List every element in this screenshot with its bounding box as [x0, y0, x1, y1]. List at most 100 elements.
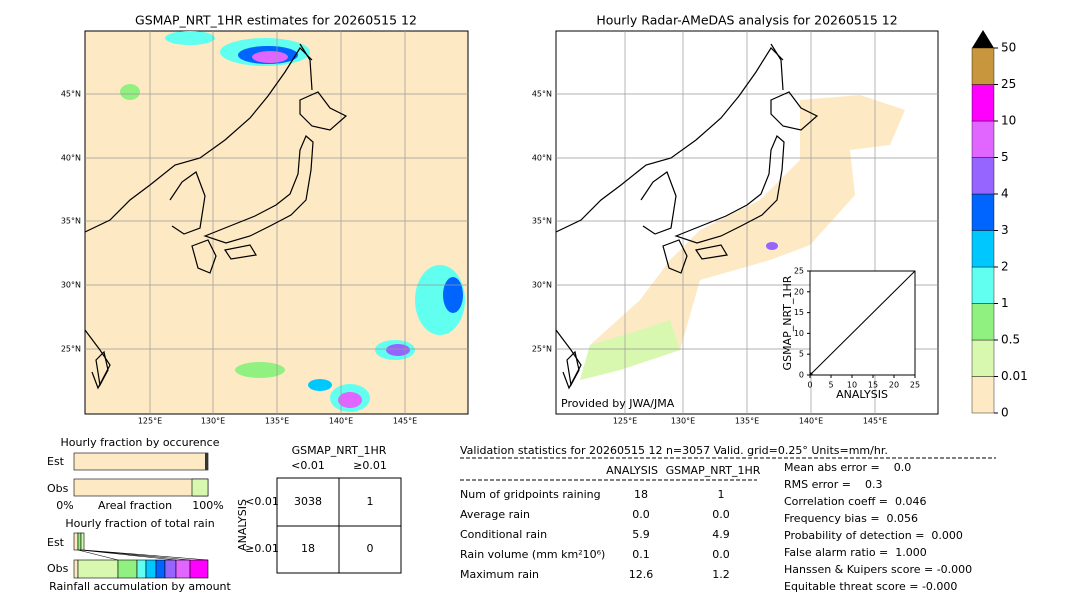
y-tick-label: 10: [794, 329, 804, 338]
ct-title: GSMAP_NRT_1HR: [292, 444, 387, 457]
colorbar-label: 25: [1001, 77, 1016, 91]
radar-rain: [580, 320, 680, 380]
occ-bar: [73, 478, 209, 497]
x-tick-label: 15: [868, 381, 878, 390]
lat-label: 35°N: [61, 217, 81, 226]
lat-label: 40°N: [532, 154, 552, 163]
colorbar-segment: [971, 193, 995, 231]
y-tick-label: 25: [794, 267, 804, 276]
val-value: 18: [634, 488, 648, 501]
colorbar-label: 2: [1001, 260, 1009, 274]
val-value: 0.0: [632, 508, 650, 521]
colorbar-label: 3: [1001, 223, 1009, 237]
lon-label: 130°E: [201, 417, 225, 426]
lon-label: 140°E: [799, 417, 823, 426]
lon-label: 140°E: [329, 417, 353, 426]
ct-row: ≥0.01: [245, 542, 279, 555]
lat-label: 30°N: [532, 281, 552, 290]
credit: Provided by JWA/JMA: [561, 397, 675, 410]
tot-row: Obs: [47, 562, 69, 575]
colorbar-segment: [971, 84, 995, 122]
score: Correlation coeff = 0.046: [784, 495, 926, 508]
left-map-title: GSMAP_NRT_1HR estimates for 20260515 12: [135, 13, 417, 28]
x-tick-label: 25: [910, 381, 920, 390]
y-tick-label: 20: [794, 287, 804, 296]
colorbar-label: 0: [1001, 406, 1009, 420]
x-tick-label: 20: [889, 381, 899, 390]
tot-title: Hourly fraction of total rain: [65, 517, 214, 530]
right-map-title: Hourly Radar-AMeDAS analysis for 2026051…: [596, 13, 897, 28]
occ-title: Hourly fraction by occurence: [61, 436, 220, 449]
val-label: Average rain: [460, 508, 530, 521]
val-value: 5.9: [632, 528, 650, 541]
colorbar-segment: [971, 376, 995, 414]
val-col: GSMAP_NRT_1HR: [666, 464, 761, 477]
x-tick-label: 0: [807, 381, 812, 390]
occ-xleft: 0%: [56, 499, 73, 512]
occ-xlabel: Areal fraction: [98, 499, 172, 512]
score: RMS error = 0.3: [784, 478, 882, 491]
y-tick-label: 0: [799, 371, 804, 380]
occ-bar: [191, 478, 209, 497]
val-value: 0.0: [712, 548, 730, 561]
inset: 0 5 10 15 20 25 0 5 10 15 20 25: [794, 267, 920, 390]
colorbar-segment: [971, 339, 995, 377]
x-tick-label: 10: [847, 381, 857, 390]
colorbar: 0 0.01 0.5 1 2 3 4 5 10 25 50: [971, 30, 1028, 420]
lat-label: 35°N: [532, 217, 552, 226]
lat-label: 30°N: [61, 281, 81, 290]
val-label: Maximum rain: [460, 568, 539, 581]
val-label: Rain volume (mm km²10⁶): [460, 548, 605, 561]
score: False alarm ratio = 1.000: [784, 546, 927, 559]
colorbar-label: 1: [1001, 296, 1009, 310]
score: Probability of detection = 0.000: [784, 529, 963, 542]
score: Frequency bias = 0.056: [784, 512, 918, 525]
lat-label: 45°N: [532, 90, 552, 99]
tot-xlabel: Rainfall accumulation by amount: [49, 580, 231, 593]
val-value: 0.1: [632, 548, 650, 561]
val-table: Num of gridpoints raining 18 1 Average rain…: [460, 461, 972, 593]
colorbar-segment: [971, 157, 995, 195]
lon-label: 135°E: [265, 417, 289, 426]
ct-col: <0.01: [291, 459, 325, 472]
val-value: 1.2: [712, 568, 730, 581]
colorbar-label: 0.5: [1001, 333, 1020, 347]
lon-label: 145°E: [393, 417, 417, 426]
val-value: 1: [718, 488, 725, 501]
lat-label: 25°N: [532, 345, 552, 354]
inset-xlabel: ANALYSIS: [836, 388, 888, 401]
colorbar-segment: [971, 230, 995, 268]
lon-label: 125°E: [613, 417, 637, 426]
ct-row-axis: ANALYSIS: [236, 499, 249, 551]
lat-label: 25°N: [61, 345, 81, 354]
occ-row: Est: [47, 455, 65, 468]
occ-row: Obs: [47, 482, 69, 495]
lat-label: 40°N: [61, 154, 81, 163]
colorbar-segment: [971, 47, 995, 85]
y-tick-label: 15: [794, 308, 804, 317]
colorbar-segment: [971, 303, 995, 341]
colorbar-label: 10: [1001, 114, 1016, 128]
val-value: 0.0: [712, 508, 730, 521]
ct-cell: 3038: [294, 495, 322, 508]
colorbar-label: 0.01: [1001, 369, 1028, 383]
ct-col: ≥0.01: [353, 459, 387, 472]
colorbar-label: 4: [1001, 187, 1009, 201]
y-tick-label: 5: [799, 350, 804, 359]
radar-rain: [766, 242, 778, 250]
diagonal: [809, 270, 916, 376]
occ-bar: [73, 452, 209, 471]
lon-label: 125°E: [138, 417, 162, 426]
val-col: ANALYSIS: [606, 464, 658, 477]
ct-cell: 0: [367, 542, 374, 555]
point: [809, 372, 813, 376]
lon-label: 130°E: [671, 417, 695, 426]
inset-ylabel: GSMAP_NRT_1HR: [781, 275, 794, 370]
val-label: Conditional rain: [460, 528, 547, 541]
lon-label: 145°E: [863, 417, 887, 426]
ct-cell: 1: [367, 495, 374, 508]
val-value: 4.9: [712, 528, 730, 541]
tot-bars: [73, 532, 209, 579]
val-header: Validation statistics for 20260515 12 n=…: [460, 444, 888, 457]
